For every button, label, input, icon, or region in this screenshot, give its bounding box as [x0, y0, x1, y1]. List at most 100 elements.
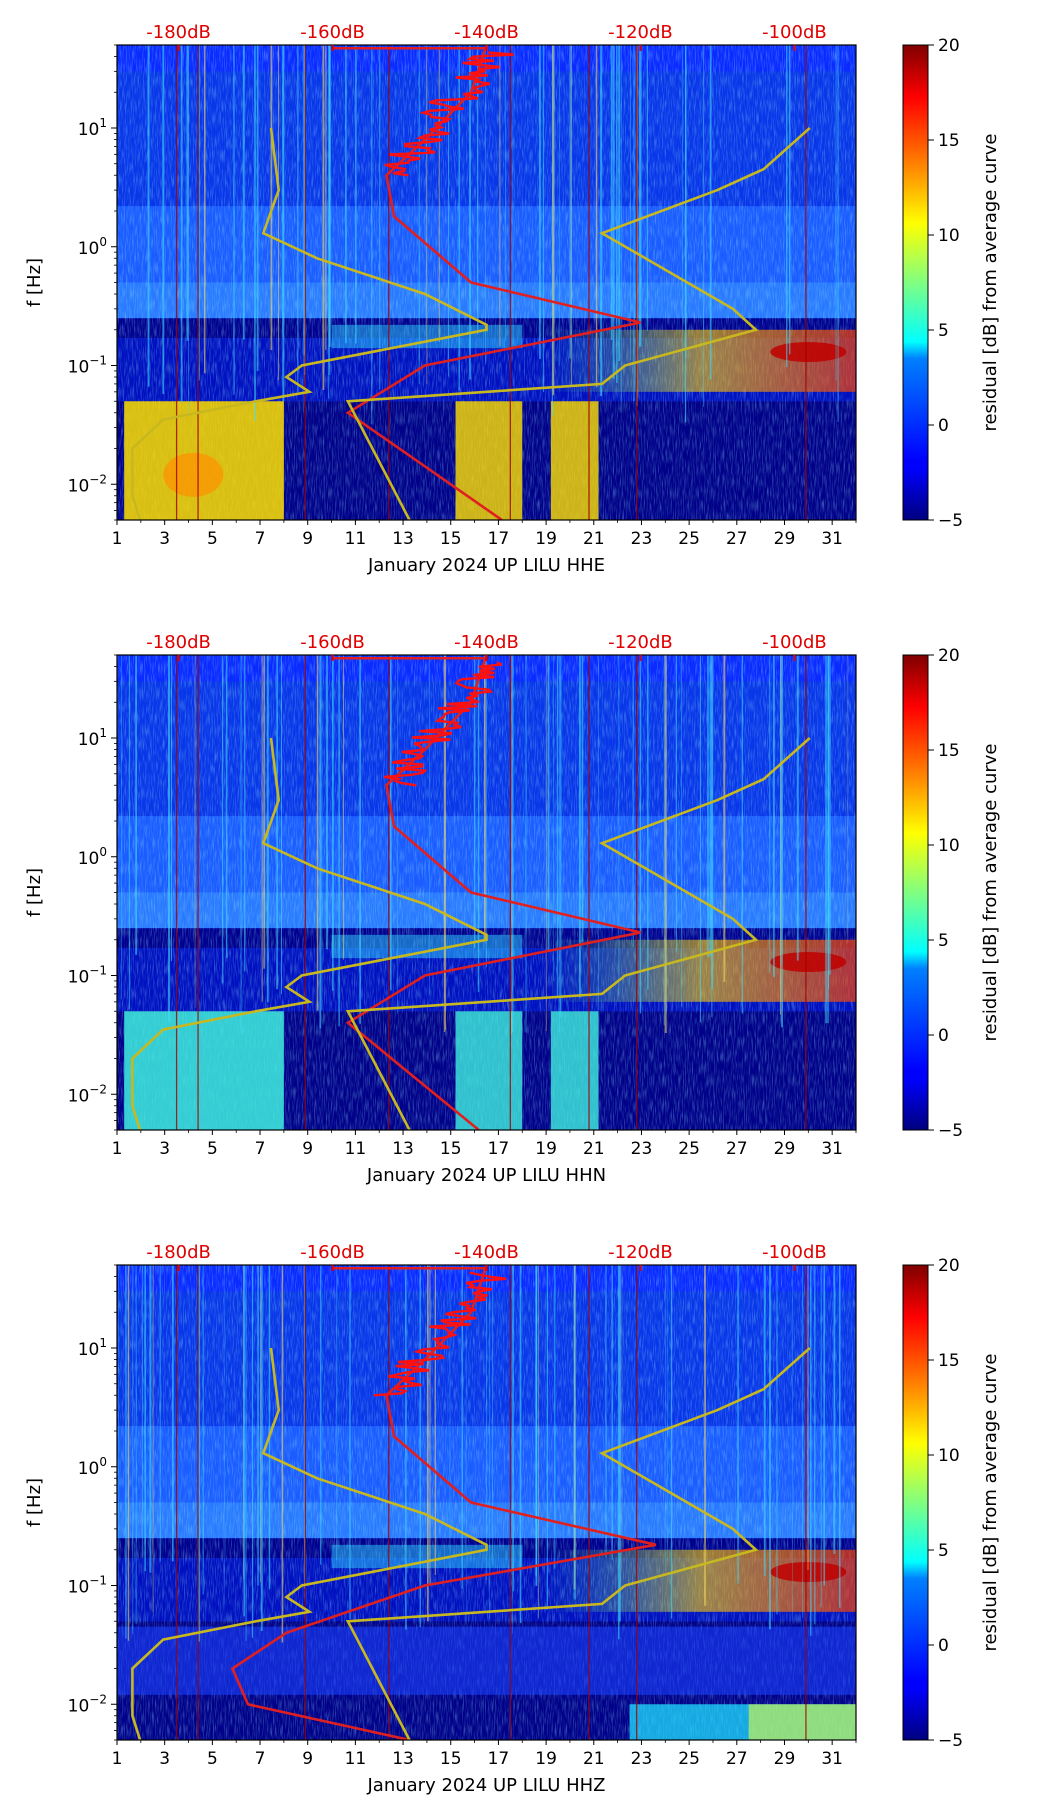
- x-tick-label: 25: [678, 1139, 700, 1159]
- x-tick-label: 27: [726, 1139, 748, 1159]
- colorbar-tick-label: −5: [938, 1121, 963, 1141]
- y-tick-label: 100: [78, 235, 107, 259]
- x-axis-label: January 2024 UP LILU HHE: [367, 555, 605, 576]
- x-axis-label: January 2024 UP LILU HHZ: [366, 1775, 605, 1796]
- db-tick-label: -140dB: [454, 22, 519, 43]
- y-axis-label: f [Hz]: [24, 258, 45, 307]
- y-tick-label: 10−1: [68, 1574, 107, 1598]
- spectrogram-panel-1: 1 3 5 7 9 11 13 15 17 19 21 23 25 27 29 3110−210−110010…: [24, 22, 1001, 576]
- x-tick-label: 19: [535, 1749, 557, 1769]
- x-tick-label: 19: [535, 529, 557, 549]
- y-tick-label: 100: [78, 1455, 107, 1479]
- colorbar-tick-label: 0: [938, 1636, 949, 1656]
- x-tick-label: 13: [392, 1749, 414, 1769]
- db-tick-label: -160dB: [300, 632, 365, 653]
- noise-model-curve-1: [131, 1347, 488, 1740]
- x-tick-label: 13: [392, 529, 414, 549]
- y-tick-label: 10−2: [68, 1082, 107, 1106]
- x-tick-label: 5: [207, 1749, 218, 1769]
- x-tick-label: 19: [535, 1139, 557, 1159]
- x-tick-label: 29: [774, 529, 796, 549]
- x-tick-label: 31: [821, 1749, 843, 1769]
- colorbar-tick-label: 15: [938, 131, 960, 151]
- db-tick-label: -180dB: [146, 1242, 211, 1263]
- x-tick-label: 3: [159, 529, 170, 549]
- x-tick-label: 1: [112, 1749, 123, 1769]
- colorbar-tick-label: 20: [938, 36, 960, 56]
- colorbar: −5 0 5 10 15 20 residual [dB] from average cur…: [902, 36, 1001, 531]
- db-tick-label: -140dB: [454, 1242, 519, 1263]
- colorbar: −5 0 5 10 15 20 residual [dB] from average cur…: [902, 646, 1001, 1141]
- db-tick-label: -160dB: [300, 22, 365, 43]
- colorbar-tick-label: 0: [938, 1026, 949, 1046]
- x-axis-label: January 2024 UP LILU HHN: [366, 1165, 606, 1186]
- db-tick-label: -120dB: [608, 632, 673, 653]
- colorbar-label: residual [dB] from average curve: [980, 743, 1001, 1041]
- y-tick-label: 10−2: [68, 472, 107, 496]
- x-tick-label: 21: [583, 529, 605, 549]
- db-tick-label: -100dB: [762, 22, 827, 43]
- y-axis-label: f [Hz]: [24, 868, 45, 917]
- x-tick-label: 29: [774, 1139, 796, 1159]
- colorbar-tick-label: 5: [938, 321, 949, 341]
- db-tick-label: -140dB: [454, 632, 519, 653]
- x-tick-label: 5: [207, 529, 218, 549]
- x-tick-label: 7: [255, 1749, 266, 1769]
- x-tick-label: 25: [678, 529, 700, 549]
- colorbar-tick-label: 10: [938, 226, 960, 246]
- x-tick-label: 17: [488, 529, 510, 549]
- y-tick-label: 101: [78, 116, 107, 140]
- noise-model-curve-2: [345, 737, 811, 1130]
- y-tick-label: 10−1: [68, 354, 107, 378]
- x-tick-label: 3: [159, 1749, 170, 1769]
- colorbar-tick-label: 20: [938, 646, 960, 666]
- x-tick-label: 23: [631, 529, 653, 549]
- x-tick-label: 21: [583, 1139, 605, 1159]
- average-curve: [345, 655, 641, 1130]
- x-tick-label: 9: [302, 1749, 313, 1769]
- db-tick-label: -120dB: [608, 22, 673, 43]
- x-tick-label: 11: [345, 1139, 367, 1159]
- colorbar-tick-label: −5: [938, 511, 963, 531]
- x-tick-label: 15: [440, 1749, 462, 1769]
- noise-model-curve-1: [131, 737, 488, 1130]
- db-tick-label: -180dB: [146, 632, 211, 653]
- x-tick-label: 23: [631, 1749, 653, 1769]
- x-tick-label: 1: [112, 1139, 123, 1159]
- noise-model-curve-1: [131, 127, 488, 520]
- db-tick-label: -180dB: [146, 22, 211, 43]
- y-tick-label: 101: [78, 1336, 107, 1360]
- x-tick-label: 15: [440, 1139, 462, 1159]
- heatmap-area: [117, 655, 856, 1130]
- x-tick-label: 7: [255, 1139, 266, 1159]
- colorbar-tick-label: 10: [938, 836, 960, 856]
- colorbar-tick-label: 10: [938, 1446, 960, 1466]
- x-tick-label: 27: [726, 529, 748, 549]
- colorbar-tick-label: 20: [938, 1256, 960, 1276]
- x-tick-label: 27: [726, 1749, 748, 1769]
- colorbar-tick-label: 5: [938, 1541, 949, 1561]
- x-tick-label: 25: [678, 1749, 700, 1769]
- x-tick-label: 31: [821, 529, 843, 549]
- x-tick-label: 1: [112, 529, 123, 549]
- y-tick-label: 10−2: [68, 1692, 107, 1716]
- x-tick-label: 21: [583, 1749, 605, 1769]
- colorbar-tick-label: 15: [938, 1351, 960, 1371]
- colorbar-tick-label: 15: [938, 741, 960, 761]
- colorbar-tick-label: −5: [938, 1731, 963, 1751]
- colorbar-tick-label: 0: [938, 416, 949, 436]
- x-tick-label: 15: [440, 529, 462, 549]
- heatmap-area: [117, 45, 856, 520]
- x-tick-label: 5: [207, 1139, 218, 1159]
- colorbar: −5 0 5 10 15 20 residual [dB] from average cur…: [902, 1256, 1001, 1751]
- average-curve: [345, 45, 641, 520]
- spectrogram-panel-2: 1 3 5 7 9 11 13 15 17 19 21 23 25 27 29 3110−210−110010…: [24, 632, 1001, 1186]
- x-tick-label: 13: [392, 1139, 414, 1159]
- x-tick-label: 3: [159, 1139, 170, 1159]
- db-tick-label: -100dB: [762, 632, 827, 653]
- colorbar-tick-label: 5: [938, 931, 949, 951]
- x-tick-label: 11: [345, 529, 367, 549]
- db-tick-label: -160dB: [300, 1242, 365, 1263]
- y-tick-label: 100: [78, 845, 107, 869]
- x-tick-label: 17: [488, 1139, 510, 1159]
